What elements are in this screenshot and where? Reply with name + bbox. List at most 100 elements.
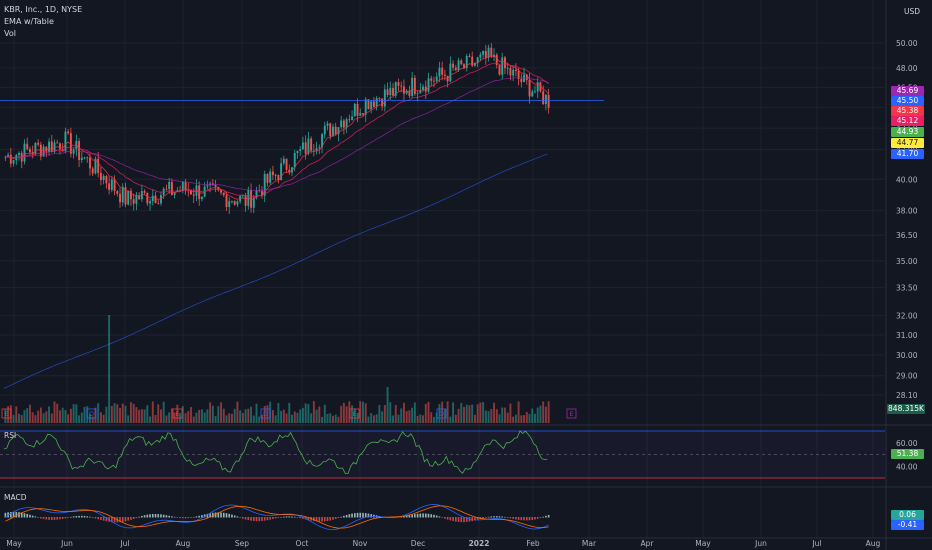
macd-histogram-bar: [72, 516, 75, 518]
macd-histogram-bar: [173, 516, 176, 518]
volume-bar: [116, 404, 119, 423]
x-tick-label: May: [695, 539, 711, 548]
candle-body: [261, 190, 263, 196]
volume-bar: [42, 413, 45, 423]
macd-histogram-bar: [416, 513, 419, 518]
candle-body: [348, 119, 351, 121]
macd-histogram-bar: [501, 516, 504, 518]
volume-bar: [296, 412, 299, 423]
macd-histogram-bar: [334, 517, 337, 520]
volume-bar: [454, 414, 457, 423]
candle-body: [241, 195, 244, 196]
macd-histogram-bar: [353, 513, 356, 518]
macd-histogram-bar: [181, 517, 184, 519]
volume-bar: [397, 414, 400, 423]
macd-histogram-bar: [345, 514, 348, 518]
candle-body: [146, 192, 149, 204]
macd-histogram-bar: [48, 517, 50, 520]
macd-histogram-bar: [40, 517, 42, 519]
candle-body: [531, 91, 534, 97]
candle-body: [45, 146, 48, 152]
macd-histogram-bar: [53, 517, 56, 520]
macd-histogram-bar: [34, 516, 37, 518]
candle-body: [419, 89, 422, 94]
volume-bar: [225, 415, 228, 423]
macd-histogram-bar: [83, 515, 86, 518]
y-tick-label: 48.00: [896, 64, 918, 73]
volume-bar: [362, 401, 364, 423]
candle-body: [105, 176, 108, 184]
macd-histogram-bar: [545, 515, 547, 518]
ema-legend[interactable]: EMA w/Table: [4, 17, 54, 26]
candle-body: [154, 195, 157, 203]
macd-line: [5, 504, 549, 530]
macd-histogram-bar: [261, 517, 263, 521]
volume-bar: [72, 404, 75, 423]
volume-bar: [288, 402, 291, 423]
macd-histogram-bar: [236, 516, 239, 518]
macd-histogram-bar: [61, 517, 64, 519]
volume-bar: [61, 407, 64, 423]
candle-body: [479, 54, 482, 58]
candle-body: [501, 57, 504, 75]
candle-body: [244, 195, 247, 206]
event-letter: E: [4, 410, 8, 418]
y-tick-label: 40.00: [896, 175, 918, 184]
candle-body: [544, 94, 547, 105]
y-tick-label: 35.00: [896, 257, 918, 266]
macd-histogram-bar: [405, 515, 408, 518]
macd-histogram-bar: [288, 516, 291, 518]
volume-bar: [78, 415, 81, 423]
volume-bar: [105, 406, 108, 423]
symbol-legend[interactable]: KBR, Inc., 1D, NYSE: [4, 5, 83, 14]
volume-bar: [211, 405, 214, 423]
candle-body: [514, 69, 517, 72]
rsi-band: [0, 431, 885, 478]
volume-bar: [405, 411, 408, 423]
volume-bar: [517, 401, 520, 423]
volume-bar: [539, 405, 542, 423]
macd-histogram-bar: [50, 517, 53, 520]
rsi-line: [3, 430, 548, 474]
volume-bar: [184, 413, 187, 423]
candle-body: [110, 179, 113, 190]
candle-body: [345, 119, 348, 128]
candle-body: [323, 125, 326, 135]
candle-body: [143, 191, 146, 193]
macd-histogram-bar: [454, 517, 457, 522]
price-tag-2: 45.50: [891, 96, 924, 106]
volume-bar: [56, 403, 59, 423]
event-marker: E: [566, 408, 577, 419]
volume-bar: [214, 416, 217, 423]
candle-body: [250, 189, 253, 208]
x-tick-label: Nov: [353, 539, 368, 548]
vol-legend[interactable]: Vol: [4, 29, 16, 38]
volume-bar: [91, 416, 94, 423]
macd-histogram-bar: [367, 513, 370, 518]
price-tag-3: 45.38: [891, 106, 924, 116]
volume-bar: [67, 414, 70, 423]
macd-histogram-bar: [444, 517, 446, 519]
macd-histogram-bar: [214, 512, 217, 518]
volume-bar: [75, 404, 78, 423]
volume-bar: [318, 406, 321, 423]
rsi-value-tag: 51.38: [891, 449, 924, 459]
macd-histogram-bar: [332, 517, 334, 520]
volume-bar: [364, 403, 367, 423]
macd-histogram-bar: [441, 517, 443, 518]
candle-body: [471, 56, 474, 66]
y-tick-label: 36.50: [896, 231, 918, 240]
volume-bar: [99, 412, 102, 423]
candle-body: [370, 101, 373, 110]
macd-histogram-bar: [531, 517, 534, 520]
macd-histogram-bar: [141, 515, 143, 518]
volume-bar: [181, 406, 184, 423]
volume-bar: [342, 402, 345, 423]
candle-body: [356, 103, 359, 116]
volume-bar: [293, 411, 296, 423]
macd-histogram-bar: [250, 517, 252, 521]
volume-bar: [487, 411, 490, 423]
macd-histogram-bar: [64, 517, 67, 519]
